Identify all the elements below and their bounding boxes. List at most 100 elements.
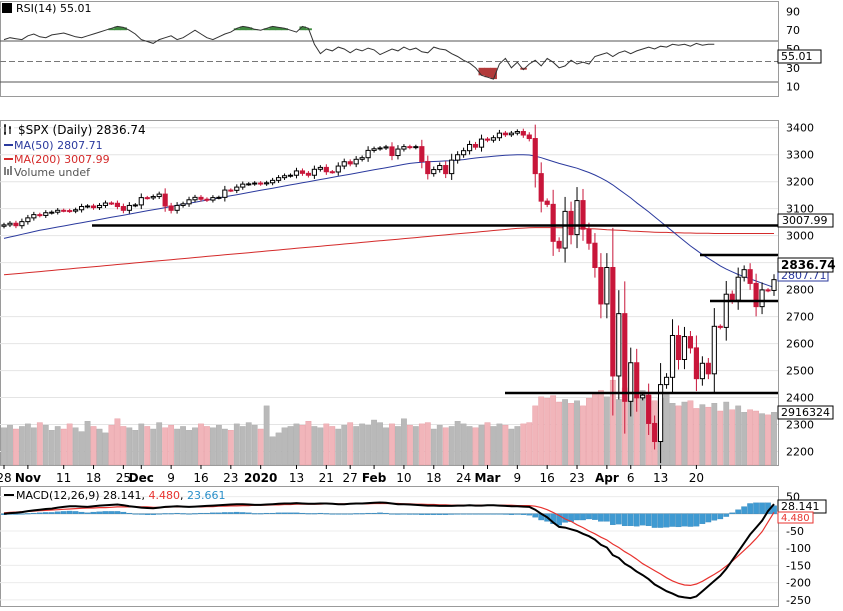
macd-hist-bar <box>323 513 330 515</box>
volume-bar <box>723 401 730 466</box>
candle-down <box>108 202 115 205</box>
candle-down <box>705 362 711 375</box>
x-tick-label: 6 <box>627 471 635 485</box>
macd-hist-bar <box>586 513 592 520</box>
volume-bar <box>13 428 19 466</box>
macd-tag: 28.141 <box>777 499 827 514</box>
candle-up <box>234 186 240 191</box>
volume-bar <box>717 410 724 466</box>
macd-hist-bar <box>627 513 634 527</box>
macd-hist-bar <box>359 513 365 515</box>
macd-hist-bar <box>514 513 521 515</box>
volume-bar <box>66 423 73 466</box>
candle-down <box>646 394 652 424</box>
candle-down <box>204 198 210 201</box>
macd-hist-bar <box>227 512 234 514</box>
volume-bar <box>508 428 515 466</box>
volume-bar <box>765 414 771 466</box>
x-tick-label: Dec <box>129 471 154 485</box>
candle-up <box>401 146 407 150</box>
candle-up <box>437 165 443 171</box>
macd-hist-bar <box>66 510 73 514</box>
volume-bar <box>102 432 109 466</box>
macd-tick-label: -250 <box>786 594 811 607</box>
candle-down <box>538 173 544 202</box>
price-tick-label: 2800 <box>786 284 814 297</box>
macd-hist-bar <box>383 512 389 514</box>
macd-hist-bar <box>114 511 121 514</box>
volume-bar <box>466 426 473 466</box>
macd-hist-bar <box>168 513 174 515</box>
macd-header: MACD(12,26,9) 28.141, 4.480, 23.661 <box>16 489 226 502</box>
candle-down <box>61 209 67 212</box>
price-tick-label: 3400 <box>786 122 814 135</box>
macd-hist-bar <box>13 513 19 515</box>
rsi-overbought-fill <box>114 26 121 31</box>
macd-hist-bar <box>389 513 395 515</box>
volume-bar <box>60 428 67 466</box>
candle-down <box>675 334 682 361</box>
candle-up <box>43 212 49 216</box>
macd-hist-bar <box>162 513 168 515</box>
macd-hist-bar <box>78 511 85 514</box>
price-tick-label: 2700 <box>786 311 814 324</box>
volume-bar <box>323 423 330 466</box>
candle-down <box>550 203 556 242</box>
macd-hist-bar <box>210 512 216 514</box>
macd-hist-bar <box>132 513 139 515</box>
volume-bar <box>54 426 61 466</box>
price-header: $SPX (Daily) 2836.74 <box>18 123 146 137</box>
candle-down <box>299 170 306 174</box>
x-tick-label: 10 <box>396 471 411 485</box>
volume-bar <box>741 412 748 466</box>
candle-down <box>389 146 395 157</box>
candle-up <box>126 204 132 211</box>
macd-hist-bar <box>687 513 694 527</box>
price-tick-label: 3200 <box>786 176 814 189</box>
macd-hist-bar <box>90 511 97 514</box>
volume-bar <box>639 390 646 466</box>
volume-bar <box>108 424 115 466</box>
volume-bar <box>472 427 479 466</box>
macd-hist-bar <box>84 512 91 514</box>
rsi-overbought-fill <box>275 27 283 31</box>
price-tick-label: 2600 <box>786 338 814 351</box>
x-tick-label: 28 <box>0 471 12 485</box>
macd-hist-bar <box>335 513 342 515</box>
x-tick-label: 9 <box>514 471 522 485</box>
macd-tick-label: -50 <box>786 525 804 538</box>
volume-bar <box>759 413 765 466</box>
volume-bar <box>550 395 557 466</box>
candle-up <box>496 132 503 139</box>
volume-bar <box>30 427 37 466</box>
volume-bar <box>114 418 121 466</box>
rsi-tag-text: 55.01 <box>781 50 813 63</box>
x-tick-label: 11 <box>56 471 71 485</box>
price-tick-label: 3300 <box>786 149 814 162</box>
candle-down <box>13 222 19 227</box>
price-tick-label: 3000 <box>786 230 814 243</box>
price-tick-label: 2400 <box>786 392 814 405</box>
macd-hist-bar <box>269 512 276 514</box>
candle-up <box>431 169 437 175</box>
rsi-oversold-fill <box>520 67 527 70</box>
volume-bar <box>180 426 186 466</box>
volume-bar <box>251 424 258 466</box>
price-tag-text: 2836.74 <box>781 258 836 272</box>
macd-hist-bar <box>532 513 539 518</box>
volume-bar <box>371 419 377 466</box>
volume-bar <box>227 430 234 466</box>
rsi-frame <box>0 1 779 97</box>
volume-bar <box>156 422 163 466</box>
volume-bar <box>138 423 145 466</box>
macd-hist-bar <box>675 513 682 528</box>
volume-bar <box>430 428 437 466</box>
macd-hist-bar <box>281 512 288 514</box>
macd-hist-bar <box>371 512 377 514</box>
candle-down <box>687 336 694 349</box>
candle-down <box>198 196 204 200</box>
volume-bar <box>305 421 312 466</box>
volume-bar <box>7 424 13 466</box>
macd-header-hist: 23.661 <box>187 489 226 502</box>
